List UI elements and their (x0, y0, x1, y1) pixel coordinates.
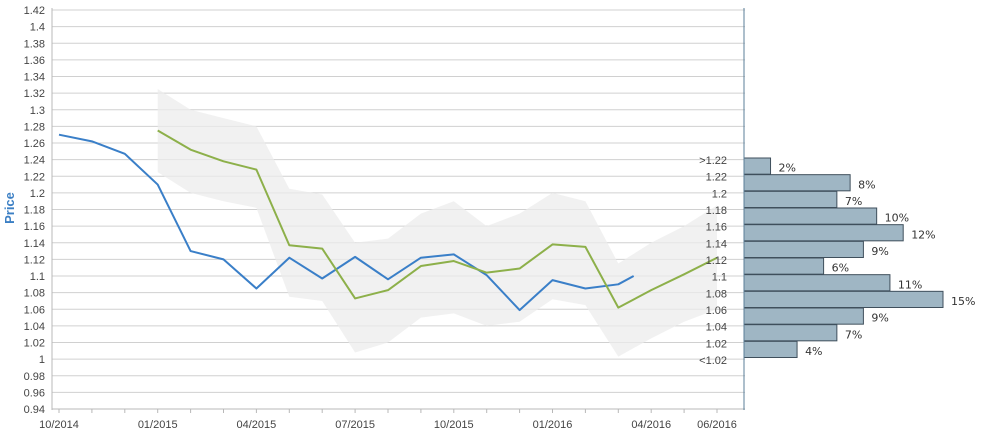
x-tick-label: 06/2016 (697, 419, 737, 431)
y-tick-label: 1.22 (24, 171, 45, 183)
histogram-percent-label: 12% (911, 228, 935, 241)
y-tick-label: 1 (39, 354, 45, 366)
y-tick-label: 1.16 (24, 221, 45, 233)
histogram-bar (743, 340, 798, 359)
histogram-bin-label: 1.14 (706, 238, 727, 250)
histogram-bin-label: <1.02 (699, 355, 727, 367)
histogram-percent-label: 7% (845, 328, 862, 341)
histogram-percent-label: 2% (779, 162, 796, 175)
histogram-bar (743, 257, 825, 275)
y-tick-label: 0.98 (24, 371, 45, 383)
y-tick-label: 0.94 (24, 404, 45, 416)
x-tick-label: 07/2015 (335, 419, 375, 431)
histogram-percent-label: 6% (832, 262, 849, 275)
histogram-bar (743, 190, 838, 208)
forecast-band-layer (157, 88, 717, 357)
y-tick-label: 1.34 (24, 72, 45, 84)
histogram-layer: >1.22 1.22 1.2 1.18 1.16 1.14 1.12 1.1 1.08 1.06 1… (699, 155, 975, 367)
histogram-bin-label: 1.22 (706, 172, 727, 184)
x-tick-label: 01/2015 (138, 419, 178, 431)
y-tick-label: 1.32 (24, 88, 45, 100)
x-tick-label: 10/2015 (434, 419, 474, 431)
histogram-bar (743, 307, 864, 325)
y-tick-label: 1.36 (24, 55, 45, 67)
y-tick-label: 1.38 (24, 38, 45, 50)
histogram-bar (743, 274, 891, 292)
histogram-percent-label: 8% (858, 178, 875, 191)
histogram-bin-label: 1.18 (706, 205, 727, 217)
grid-lines (52, 9, 745, 410)
histogram-bar (743, 157, 772, 175)
histogram-bin-label: 1.08 (706, 288, 727, 300)
y-tick-label: 1.42 (24, 5, 45, 17)
histogram-bar (743, 324, 838, 342)
y-tick-label: 1.28 (24, 121, 45, 133)
axes-layer (51, 8, 745, 410)
histogram-percent-label: 10% (885, 212, 909, 225)
histogram-bin-label: 1.2 (712, 188, 727, 200)
histogram-percent-label: 11% (898, 278, 922, 291)
y-tick-label: 1.3 (30, 105, 45, 117)
histogram-bin-label: 1.04 (706, 322, 727, 334)
histogram-bar (743, 207, 878, 225)
x-tick-label: 04/2015 (237, 419, 277, 431)
histogram-percent-label: 15% (951, 295, 975, 308)
y-tick-labels: 1.42 1.4 1.38 1.36 1.34 1.32 1.3 1.28 1.26 1.24 1.… (24, 5, 45, 416)
histogram-percent-label: 9% (871, 245, 888, 258)
y-tick-label: 1.06 (24, 304, 45, 316)
y-tick-label: 1.02 (24, 338, 45, 350)
histogram-bar (743, 224, 904, 242)
y-tick-label: 1.26 (24, 138, 45, 150)
histogram-bin-label: 1.1 (712, 272, 727, 284)
histogram-bar (743, 174, 851, 192)
y-tick-label: 1.18 (24, 205, 45, 217)
histogram-bar (743, 240, 864, 258)
histogram-percent-label: 9% (871, 312, 888, 325)
histogram-percent-label: 4% (805, 345, 822, 358)
histogram-bar (743, 290, 944, 309)
y-tick-label: 1.14 (24, 238, 45, 250)
forecast-series-line (157, 129, 718, 309)
x-tick-label: 01/2016 (533, 419, 573, 431)
forecast-band (157, 88, 717, 357)
y-tick-label: 1.1 (30, 271, 45, 283)
histogram-bin-label: 1.02 (706, 338, 727, 350)
y-tick-label: 1.04 (24, 321, 45, 333)
histogram-bin-label: 1.16 (706, 222, 727, 234)
x-tick-label: 10/2014 (39, 419, 79, 431)
histogram-bin-label: >1.22 (699, 155, 727, 167)
x-tick-labels: 10/2014 01/2015 04/2015 07/2015 10/2015 01/20… (39, 409, 737, 431)
histogram-bin-label: 1.06 (706, 305, 727, 317)
histogram-percent-label: 7% (845, 195, 862, 208)
series-lines-layer (58, 129, 718, 312)
y-tick-label: 1.2 (30, 188, 45, 200)
y-tick-label: 0.96 (24, 387, 45, 399)
y-tick-label: 1.24 (24, 155, 45, 167)
histogram-bin-label: 1.12 (706, 255, 727, 267)
y-axis-label: Price (2, 192, 17, 224)
y-tick-label: 1.4 (30, 22, 45, 34)
x-tick-label: 04/2016 (631, 419, 671, 431)
y-tick-label: 1.08 (24, 288, 45, 300)
y-tick-label: 1.12 (24, 254, 45, 266)
